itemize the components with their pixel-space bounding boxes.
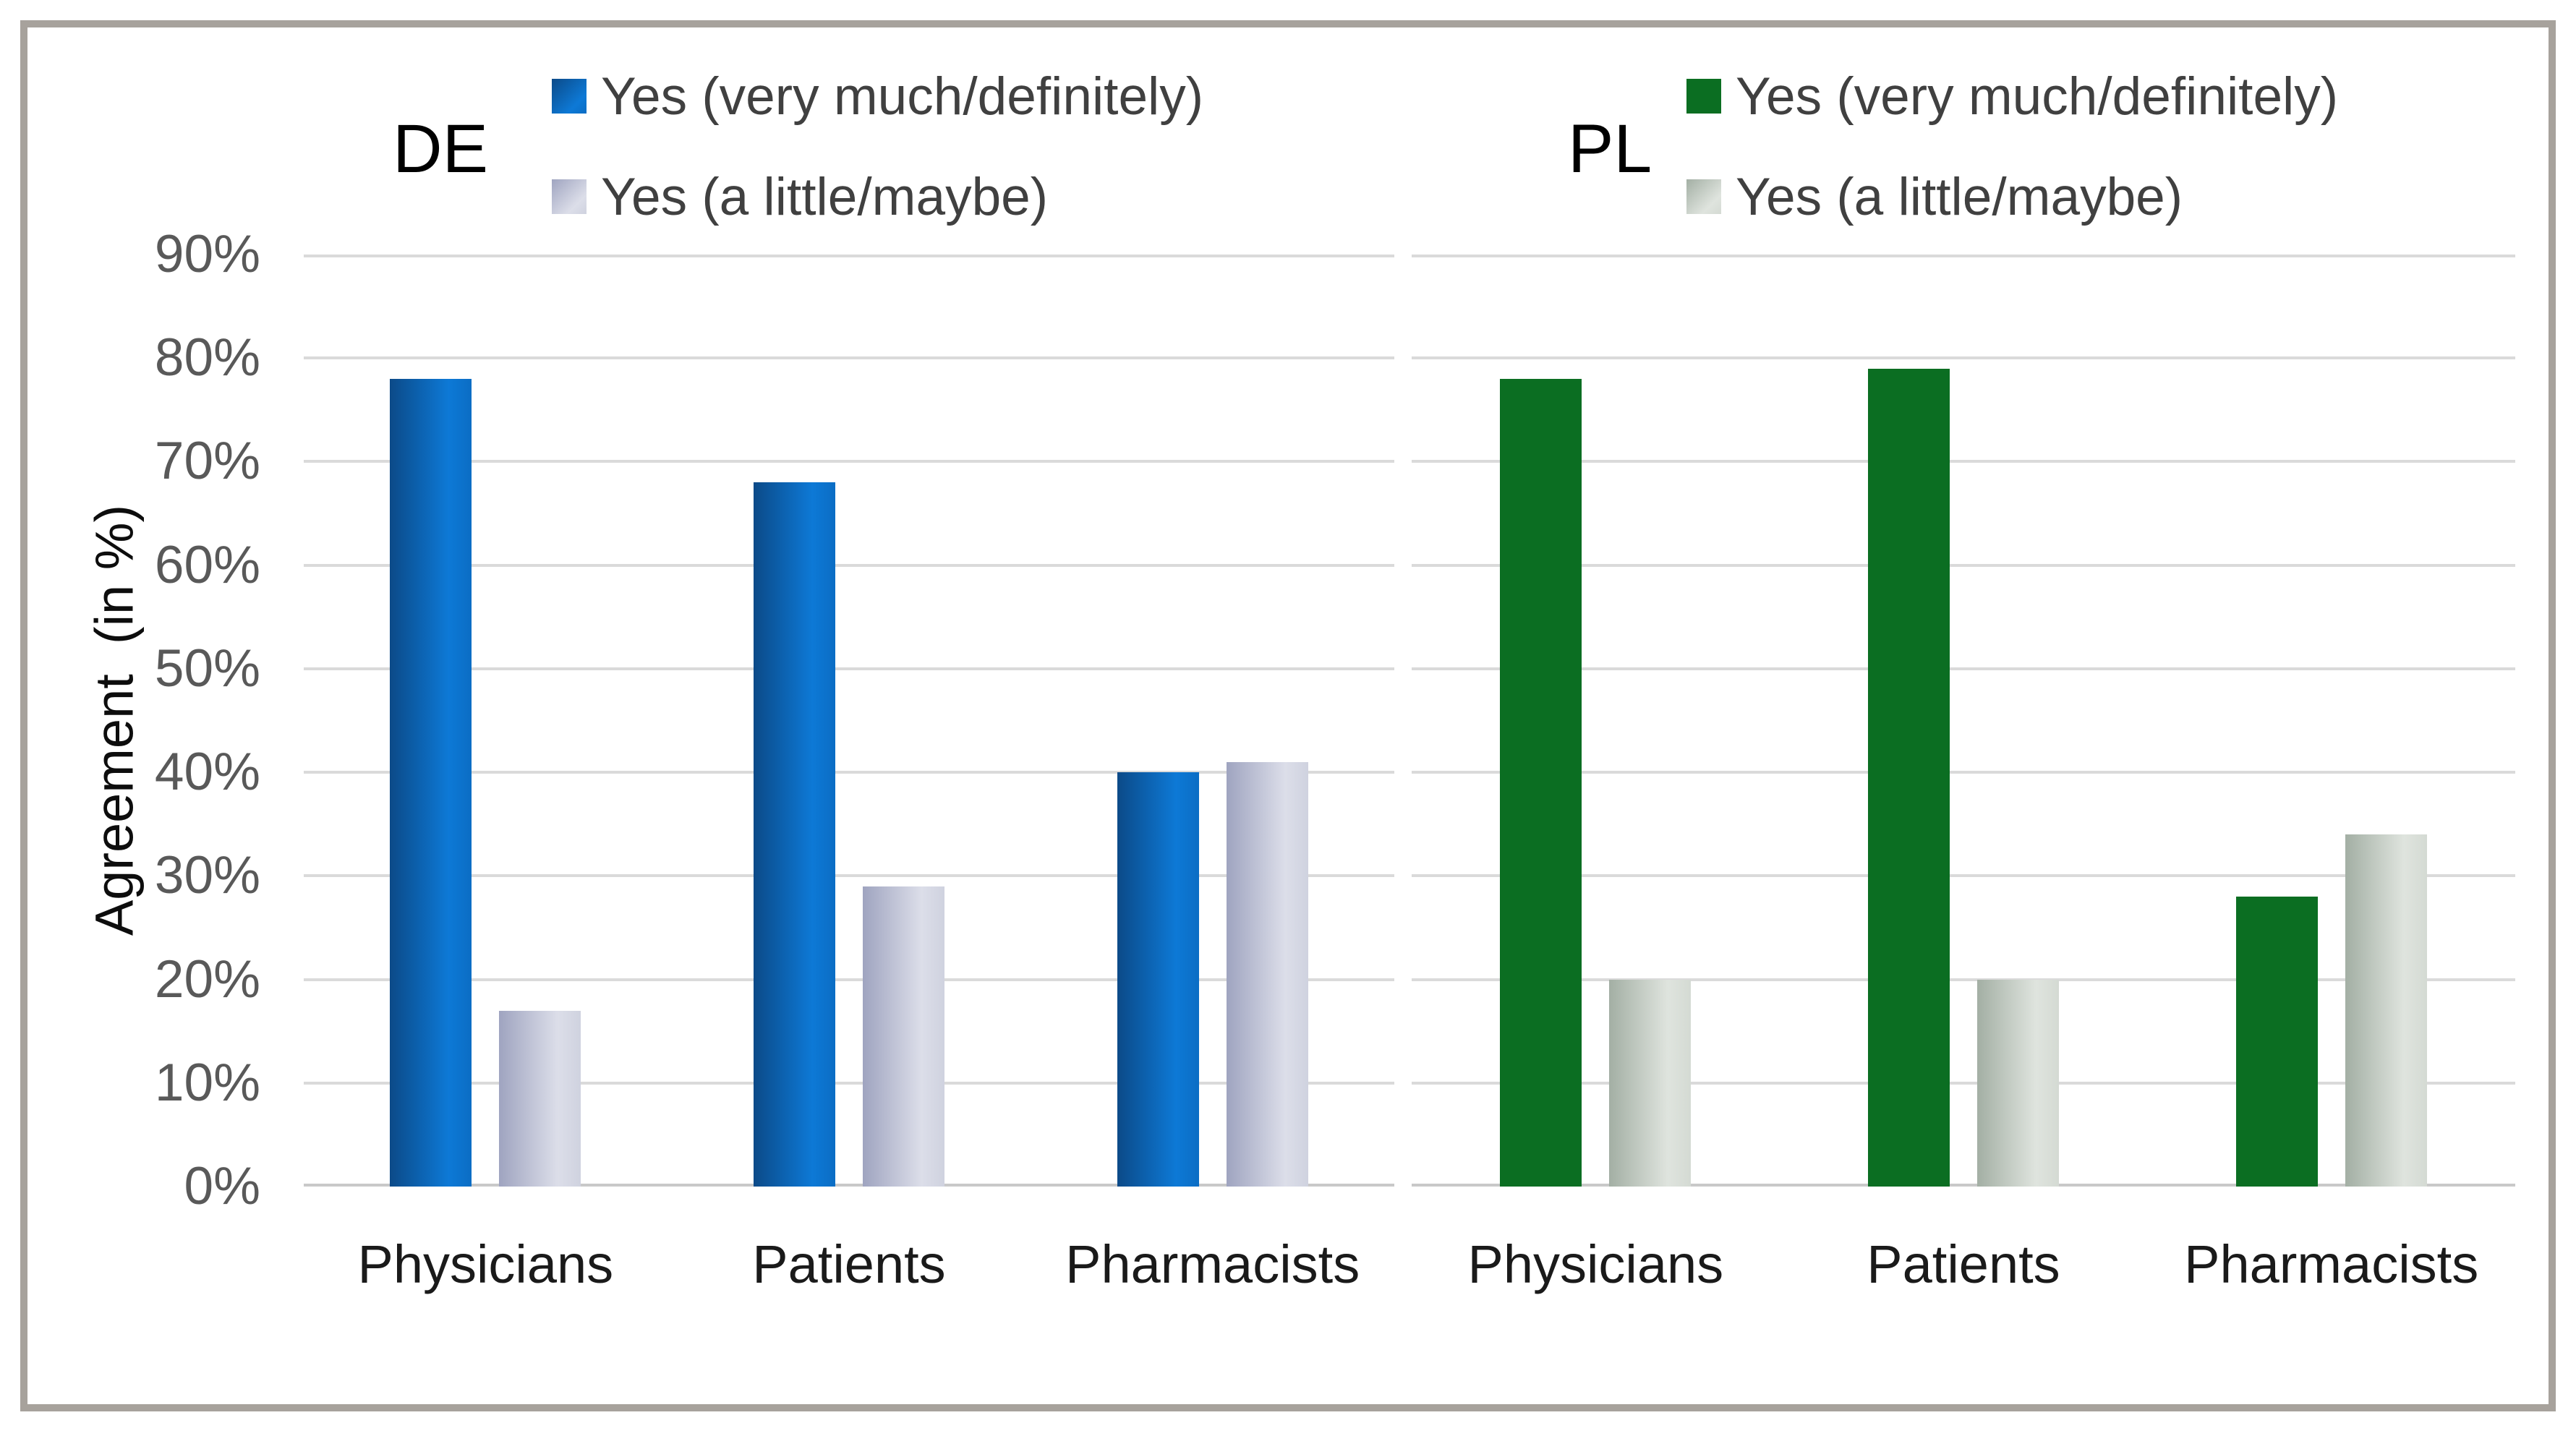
gridline	[304, 460, 1394, 463]
gridline	[304, 978, 1394, 981]
y-tick-label: 80%	[154, 328, 260, 388]
bar-de-patients-series2	[863, 886, 944, 1187]
category-label-pl-patients: Patients	[1867, 1234, 2060, 1294]
y-tick-label: 60%	[154, 535, 260, 594]
gridline	[1412, 563, 2515, 567]
legend-swatch-greengray-icon	[1686, 179, 1721, 214]
gridline	[1412, 874, 2515, 878]
gridline	[1412, 356, 2515, 360]
legend-label: Yes (a little/maybe)	[601, 167, 1049, 226]
y-tick-label: 90%	[154, 225, 260, 283]
gridline	[304, 874, 1394, 878]
gridline	[1412, 667, 2515, 670]
y-tick-label: 70%	[154, 432, 260, 491]
gridline	[304, 255, 1394, 257]
y-tick-label: 20%	[154, 949, 260, 1009]
legend-swatch-bluegray-icon	[552, 179, 587, 214]
panel-de-plot	[304, 255, 1394, 1187]
gridline	[304, 667, 1394, 670]
category-label-pl-pharmacists: Pharmacists	[2184, 1234, 2479, 1294]
y-tick-label: 10%	[154, 1053, 260, 1112]
category-label-de-patients: Patients	[752, 1234, 946, 1294]
gridline	[304, 563, 1394, 567]
legend-item-de-definitely: Yes (very much/definitely)	[552, 62, 1203, 130]
bar-de-pharmacists-series1	[1117, 772, 1199, 1187]
gridline	[1412, 255, 2515, 257]
gridline	[1412, 1081, 2515, 1085]
legend-item-de-maybe: Yes (a little/maybe)	[552, 163, 1048, 231]
gridline	[1412, 978, 2515, 981]
bar-de-pharmacists-series2	[1226, 761, 1308, 1187]
category-label-pl-physicians: Physicians	[1467, 1234, 1724, 1294]
panel-pl-plot	[1412, 255, 2515, 1187]
bar-de-physicians-series1	[390, 378, 472, 1187]
legend-label: Yes (very much/definitely)	[601, 67, 1204, 126]
gridline	[304, 356, 1394, 360]
gridline	[304, 1081, 1394, 1085]
gridline	[1412, 771, 2515, 774]
legend-item-pl-maybe: Yes (a little/maybe)	[1686, 163, 2183, 231]
y-tick-label: 40%	[154, 743, 260, 802]
bar-pl-patients-series1	[1868, 368, 1950, 1187]
legend-swatch-blue-icon	[552, 79, 587, 114]
legend-label: Yes (very much/definitely)	[1736, 67, 2339, 126]
bar-pl-physicians-series1	[1500, 378, 1582, 1187]
x-axis-line	[1412, 1184, 2515, 1187]
category-label-de-pharmacists: Pharmacists	[1065, 1234, 1360, 1294]
gridline	[1412, 460, 2515, 463]
legend-item-pl-definitely: Yes (very much/definitely)	[1686, 62, 2338, 130]
bar-pl-pharmacists-series2	[2345, 834, 2427, 1187]
bar-pl-pharmacists-series1	[2235, 896, 2318, 1187]
y-tick-label: 30%	[154, 846, 260, 905]
panel-label-de: DE	[393, 111, 488, 187]
bar-pl-physicians-series2	[1609, 979, 1692, 1187]
category-label-de-physicians: Physicians	[357, 1234, 614, 1294]
legend-swatch-green-icon	[1686, 79, 1721, 114]
legend-label: Yes (a little/maybe)	[1736, 167, 2183, 226]
y-tick-label: 50%	[154, 638, 260, 698]
bar-de-physicians-series2	[499, 1010, 581, 1187]
panel-label-pl: PL	[1568, 111, 1652, 187]
x-axis-line	[304, 1184, 1394, 1187]
y-tick-label: 0%	[184, 1157, 260, 1215]
bar-de-patients-series1	[754, 482, 835, 1187]
gridline	[304, 771, 1394, 774]
bar-pl-patients-series2	[1977, 979, 2059, 1187]
